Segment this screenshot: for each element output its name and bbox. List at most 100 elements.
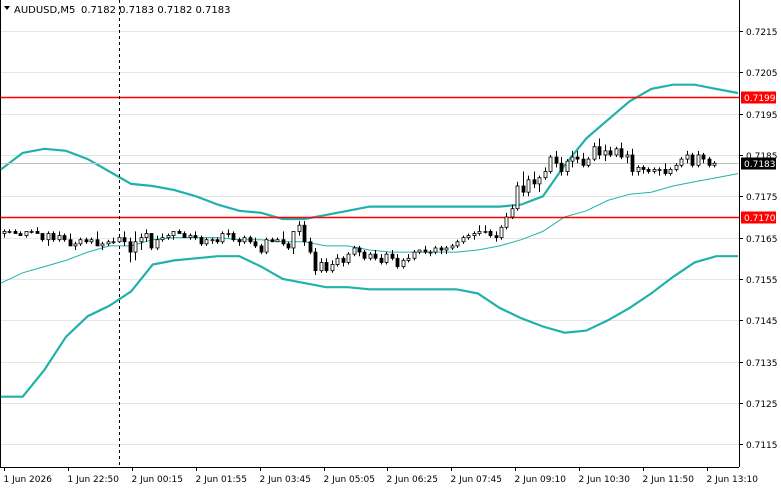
candlestick — [504, 212, 509, 230]
candlestick — [171, 231, 176, 240]
candlestick — [68, 233, 73, 247]
grid — [1, 31, 739, 445]
level-price-tag — [741, 211, 776, 224]
bullish-candle-body — [89, 239, 94, 243]
bearish-candle-body — [237, 239, 242, 243]
bearish-candle-body — [215, 239, 220, 243]
candlestick — [286, 241, 291, 251]
bullish-candle-body — [7, 231, 12, 233]
bullish-candle-body — [586, 158, 591, 166]
horizontal-levels[interactable] — [1, 96, 739, 219]
chart-header-quote: 0.7182 0.7183 0.7182 0.7183 — [81, 5, 231, 16]
dropdown-arrow-icon[interactable] — [4, 6, 10, 10]
bullish-candle-body — [384, 253, 389, 263]
time-tick-label: 2 Jun 11:50 — [643, 475, 695, 485]
bearish-candle-body — [51, 233, 56, 241]
candlestick — [281, 231, 286, 246]
candlestick — [652, 167, 657, 174]
candlestick — [231, 231, 236, 242]
bullish-candle-body — [57, 235, 62, 241]
candlestick — [237, 237, 242, 246]
bullish-candle-body — [139, 237, 144, 243]
bearish-candle-body — [390, 253, 395, 259]
bearish-candle-body — [270, 239, 275, 243]
bullish-candle-body — [570, 156, 575, 162]
bearish-candle-body — [701, 154, 706, 160]
candlestick — [641, 165, 646, 174]
time-tick-label: 2 Jun 05:05 — [324, 475, 375, 485]
bearish-candle-body — [362, 251, 367, 259]
candlestick — [586, 157, 591, 168]
candlestick — [226, 229, 231, 238]
bearish-candle-body — [62, 235, 67, 241]
bearish-candle-body — [597, 146, 602, 156]
bullish-candle-body — [461, 237, 466, 243]
level-price-tag — [741, 91, 776, 104]
bullish-candle-body — [636, 166, 641, 172]
bullish-candle-body — [155, 239, 160, 249]
candlestick — [597, 138, 602, 160]
price-axis[interactable]: 0.7215 0.7205 0.7195 0.7185 0.7175 0.7165 0.71… — [739, 28, 778, 451]
candlestick — [696, 150, 701, 168]
candlestick — [603, 144, 608, 162]
candlestick — [575, 150, 580, 164]
candlestick — [625, 150, 630, 164]
price-tick-label: 0.7195 — [746, 111, 778, 121]
price-tick-label: 0.7175 — [746, 193, 778, 203]
candlestick — [428, 250, 433, 257]
candlestick — [690, 152, 695, 168]
candlestick — [412, 250, 417, 261]
candlestick — [95, 231, 100, 247]
candlestick — [537, 175, 542, 193]
candlestick — [521, 171, 526, 197]
bullish-candle-body — [428, 251, 433, 254]
price-tick-label: 0.7185 — [746, 152, 778, 162]
time-tick-label: 2 Jun 10:30 — [579, 475, 631, 485]
bullish-candle-body — [548, 156, 553, 172]
bullish-candle-body — [242, 237, 247, 243]
bullish-candle-body — [111, 241, 116, 244]
bearish-candle-body — [521, 185, 526, 193]
candlestick — [166, 233, 171, 240]
candlestick — [494, 231, 499, 242]
candlestick — [417, 249, 422, 255]
candlestick — [390, 250, 395, 261]
bearish-candle-body — [641, 166, 646, 170]
bullish-candle-body — [264, 239, 269, 253]
bullish-candle-body — [346, 253, 351, 263]
bullish-candle-body — [160, 237, 165, 241]
bearish-candle-body — [690, 154, 695, 166]
bullish-candle-body — [657, 169, 662, 171]
time-tick-label: 2 Jun 06:25 — [387, 475, 438, 485]
bullish-candle-body — [455, 241, 460, 247]
candlestick — [204, 237, 209, 246]
bullish-candle-body — [29, 231, 34, 233]
price-tick-label: 0.7115 — [746, 441, 778, 451]
time-axis[interactable]: 1 Jun 2026 1 Jun 22:50 2 Jun 00:15 2 Jun 01… — [4, 467, 759, 485]
bearish-candle-body — [231, 233, 236, 241]
candlestick — [636, 165, 641, 176]
candlestick — [483, 225, 488, 234]
bearish-candle-body — [84, 239, 89, 243]
candlestick — [144, 229, 149, 242]
candlestick — [291, 231, 296, 255]
bullish-candle-body — [2, 231, 7, 234]
bullish-candle-body — [515, 185, 520, 210]
candlestick — [565, 159, 570, 176]
candlestick — [51, 231, 56, 242]
level-price-label: 0.7170 — [744, 214, 776, 224]
bullish-candle-body — [100, 243, 105, 247]
bearish-candle-body — [373, 253, 378, 259]
candlestick — [341, 256, 346, 267]
bearish-candle-body — [122, 237, 127, 243]
candlestick — [128, 237, 133, 263]
candlestick — [297, 221, 302, 236]
candlestick — [423, 245, 428, 255]
bearish-candle-body — [532, 179, 537, 185]
bullish-candle-body — [24, 231, 29, 236]
bearish-candle-body — [646, 169, 651, 172]
candlestick — [275, 237, 280, 243]
candlestick — [455, 239, 460, 248]
